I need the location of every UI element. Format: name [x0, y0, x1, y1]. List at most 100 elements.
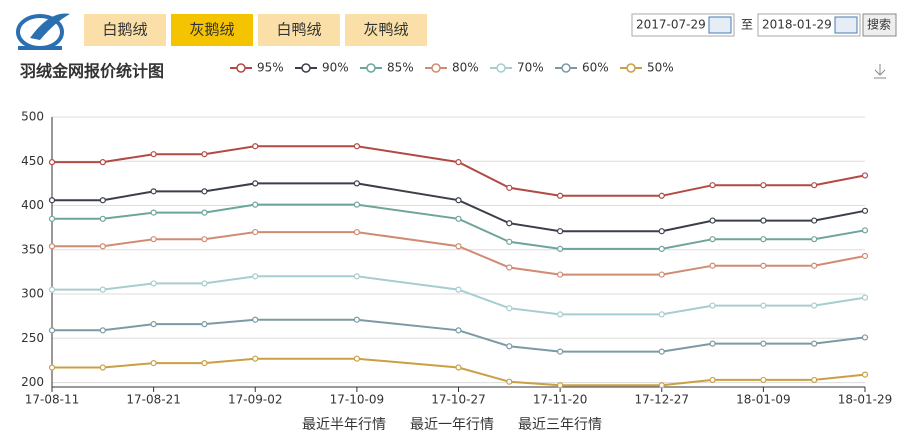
x-tick-label: 17-08-21 [126, 393, 180, 407]
x-tick-label: 17-11-20 [533, 393, 587, 407]
legend-marker [431, 63, 441, 73]
point [48, 327, 56, 334]
point [658, 245, 665, 253]
point [760, 302, 767, 309]
point [252, 180, 259, 187]
search-button[interactable] [862, 13, 897, 37]
legend-label[interactable]: 60% [582, 61, 609, 75]
point [709, 182, 716, 189]
point [709, 340, 716, 347]
point [506, 305, 513, 312]
legend-label[interactable]: 90% [322, 61, 349, 75]
point [353, 201, 360, 208]
download-icon[interactable] [874, 64, 886, 79]
legend-marker [366, 63, 376, 73]
point [760, 217, 767, 224]
range-link[interactable]: 最近半年行情 [302, 417, 386, 433]
series-line [52, 231, 866, 276]
point [658, 382, 665, 389]
legend-label[interactable]: 80% [452, 61, 479, 75]
y-tick-label: 200 [21, 375, 44, 389]
logo [16, 13, 70, 50]
point [557, 382, 564, 389]
point [99, 364, 106, 371]
point [455, 286, 462, 293]
point [557, 348, 564, 355]
point [658, 271, 665, 278]
point [658, 348, 665, 355]
x-tick-label: 17-12-27 [635, 393, 689, 407]
series-line [52, 318, 866, 353]
x-tick-label: 17-10-27 [431, 393, 485, 407]
tab[interactable] [171, 14, 253, 46]
tab-label[interactable]: 白鸭绒 [276, 21, 321, 39]
point [709, 376, 716, 384]
series-line [52, 357, 866, 387]
point [201, 359, 208, 367]
point [48, 286, 56, 293]
tab[interactable] [258, 14, 340, 46]
range-link[interactable]: 最近一年行情 [410, 417, 494, 433]
end-date: 2018-01-29 [762, 18, 832, 32]
point [811, 302, 818, 309]
point [99, 197, 106, 204]
legend-marker [626, 63, 636, 73]
point [861, 252, 869, 260]
tab-label[interactable]: 白鹅绒 [102, 21, 147, 39]
point [252, 201, 259, 208]
y-tick-label: 350 [21, 242, 44, 256]
legend-marker [496, 63, 506, 73]
point [506, 378, 513, 385]
point [709, 236, 716, 243]
point [760, 236, 767, 243]
calendar-icon[interactable] [708, 16, 732, 34]
legend-label[interactable]: 50% [647, 61, 674, 75]
point [150, 151, 157, 158]
point [709, 302, 716, 309]
calendar-icon[interactable] [834, 16, 858, 34]
y-tick-label: 300 [21, 287, 44, 301]
search-label: 搜索 [867, 17, 891, 32]
point [150, 209, 157, 216]
legend-label[interactable]: 95% [257, 61, 284, 75]
tab[interactable] [345, 14, 427, 46]
point [150, 236, 157, 243]
point [201, 321, 208, 328]
point [150, 359, 157, 367]
y-tick-label: 450 [21, 154, 44, 168]
point [353, 355, 360, 362]
point [658, 311, 665, 318]
point [811, 217, 818, 224]
legend-label[interactable]: 70% [517, 61, 544, 75]
point [455, 215, 462, 222]
point [201, 236, 208, 243]
point [760, 182, 767, 189]
point [48, 215, 56, 222]
tab[interactable] [84, 14, 166, 46]
x-tick-label: 18-01-29 [838, 393, 892, 407]
legend-marker [301, 63, 311, 73]
point [811, 376, 818, 384]
series-line [52, 145, 866, 197]
point [658, 228, 665, 235]
y-tick-label: 500 [21, 110, 44, 124]
point [861, 334, 869, 341]
point [455, 364, 462, 371]
point [150, 321, 157, 328]
point [709, 217, 716, 224]
start-date: 2017-07-29 [636, 18, 706, 32]
point [760, 340, 767, 347]
point [861, 207, 869, 214]
tab-label[interactable]: 灰鹅绒 [189, 21, 234, 39]
point [201, 280, 208, 287]
legend-label[interactable]: 85% [387, 61, 414, 75]
series-line [52, 182, 866, 233]
range-link[interactable]: 最近三年行情 [518, 417, 602, 433]
point [557, 271, 564, 278]
point [811, 182, 818, 189]
tab-label[interactable]: 灰鸭绒 [363, 21, 408, 39]
point [201, 209, 208, 216]
point [48, 197, 56, 204]
point [99, 243, 106, 250]
